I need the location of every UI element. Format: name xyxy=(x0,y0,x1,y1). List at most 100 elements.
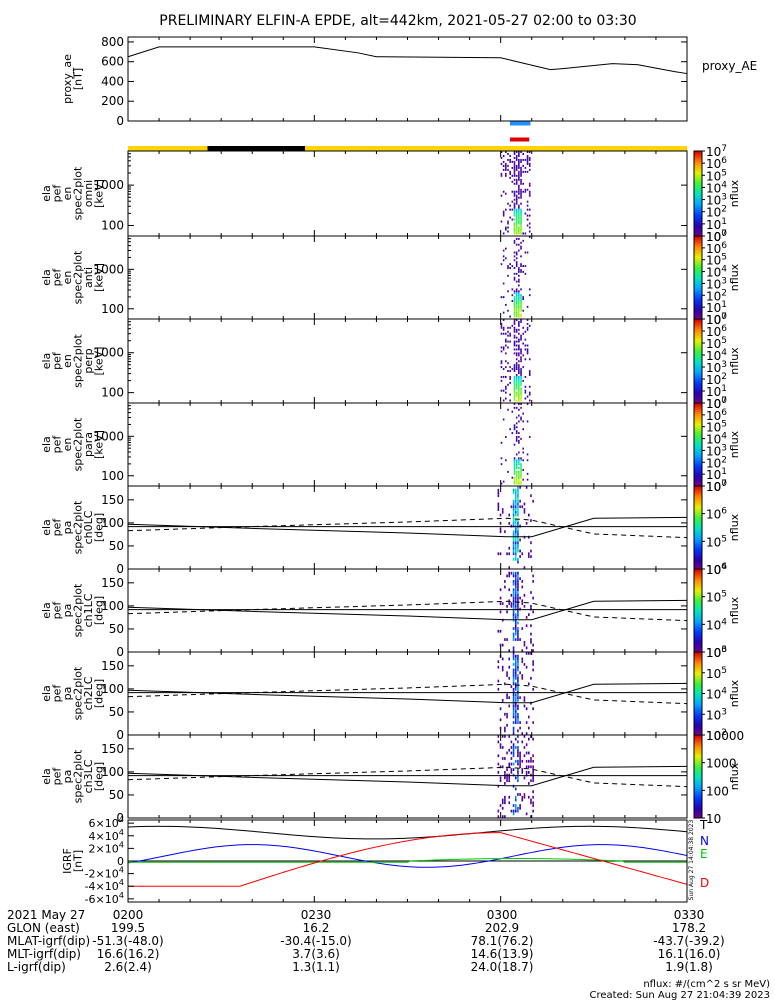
pa-ch3-ylabel-5: [deg] xyxy=(92,762,105,791)
spec-perp-colorbar-cell xyxy=(694,340,702,342)
spec-para-colorbar-cell xyxy=(694,483,702,486)
spec-perp-cell xyxy=(509,393,511,396)
pa-ch1-colorbar-cell xyxy=(694,643,702,646)
spec-para-cell xyxy=(515,406,518,409)
pa-ch3-cell xyxy=(506,751,508,755)
spec-perp-cell xyxy=(502,346,505,349)
spec-anti-cell xyxy=(518,294,520,297)
pa-ch2-cell xyxy=(514,676,517,680)
pa-ch1-cell xyxy=(530,624,532,628)
pa-ch1-cell xyxy=(517,593,519,597)
footer-row-value: 0200 xyxy=(113,908,144,922)
pa-ch3-cell xyxy=(525,812,528,816)
spec-omni-cell xyxy=(515,168,518,171)
spec-perp-cell xyxy=(518,381,520,384)
pa-ch0-ylabel-4: ch0LC xyxy=(82,510,95,544)
proxy-ae-frame xyxy=(127,36,688,122)
spec-omni-colorbar-cell xyxy=(694,172,702,175)
spec-para-cell xyxy=(518,470,520,473)
pa-ch0-cell xyxy=(517,499,519,503)
pa-ch3-colorbar-cell xyxy=(694,751,702,754)
pa-ch0-cell xyxy=(514,552,517,556)
footer-row-value: 178.2 xyxy=(672,921,706,935)
pa-ch3-cell xyxy=(504,815,506,818)
spec-anti-cell xyxy=(502,282,505,285)
spec-perp-cell xyxy=(505,352,507,355)
pa-ch1-cell xyxy=(508,602,511,605)
spec-perp-cell xyxy=(520,395,522,398)
spec-anti-cell xyxy=(518,280,520,283)
spec-anti-colorbar-cell xyxy=(694,271,702,274)
spec-omni-cell xyxy=(520,196,522,199)
footer-row-value: 0330 xyxy=(674,908,705,922)
pa-ch0-cell xyxy=(517,494,519,498)
spec-omni-cell xyxy=(518,214,520,217)
spec-omni-cell xyxy=(520,170,522,173)
pa-ch1-colorbar-cell xyxy=(694,593,702,596)
pa-ch3-colorbar-cell xyxy=(694,746,702,748)
spec-perp-cell xyxy=(513,381,516,384)
spec-perp-cell xyxy=(505,397,507,400)
spec-omni-colorbar-cell xyxy=(694,221,702,224)
spec-omni-colorbar-cell xyxy=(694,166,702,169)
spec-para-colorbar-cell xyxy=(694,472,702,475)
spec-perp-cell xyxy=(526,322,529,325)
pa-ch0-cell xyxy=(514,497,517,500)
pa-ch2-colorbar-cell xyxy=(694,696,702,699)
spec-omni-colorbar-cell xyxy=(694,179,702,182)
spec-para-colorbar-cell xyxy=(694,476,702,479)
spec-para-cell xyxy=(518,420,520,423)
spec-omni-colorbar-cell xyxy=(694,228,702,231)
spec-anti-cell xyxy=(524,265,527,268)
pa-ch2-cell xyxy=(532,668,534,672)
spec-para-cell xyxy=(513,472,516,475)
spec-para-colorbar-cell xyxy=(694,426,702,429)
pa-ch0-colorbar-cell xyxy=(694,516,702,519)
spec-anti-cell xyxy=(518,311,520,314)
spec-para-cell xyxy=(500,441,503,444)
spec-perp-cell xyxy=(522,354,525,357)
pa-ch2-cell xyxy=(532,687,534,691)
spec-anti-cell xyxy=(511,294,514,297)
pa-ch2-cell xyxy=(523,704,526,708)
spec-anti-colorbar-label: 106 xyxy=(706,241,727,256)
pa-ch0-cell xyxy=(517,519,519,522)
pa-ch1-cell xyxy=(497,629,500,633)
pa-ch1-cell xyxy=(501,602,504,605)
spec-omni-cell xyxy=(507,230,509,233)
spec-perp-cell xyxy=(524,330,527,333)
pa-ch0-cell xyxy=(519,538,521,542)
pa-ch3-cell xyxy=(499,776,502,780)
spec-perp-cell xyxy=(518,397,520,400)
spec-perp-cell xyxy=(518,332,520,335)
spec-omni-frame xyxy=(127,150,688,237)
spec-perp-cell xyxy=(505,385,507,388)
pa-ch1-cell xyxy=(499,596,502,600)
pa-ch3-cell xyxy=(514,759,517,763)
spec-para-cell xyxy=(518,463,520,466)
spec-omni-cell xyxy=(505,162,507,165)
spec-omni-colorbar-cell xyxy=(694,162,702,165)
pa-ch0-cell xyxy=(517,527,519,531)
pa-ch0-colorbar-cell xyxy=(694,508,702,511)
spec-perp-cell xyxy=(515,348,518,351)
pa-ch3-cell xyxy=(517,806,519,810)
spec-omni-cell xyxy=(522,170,525,173)
spec-anti-cell xyxy=(515,307,518,310)
spec-omni-cell xyxy=(513,164,516,167)
spec-anti-colorbar-label: 100 xyxy=(706,312,727,327)
pa-ch0-colorbar-cell xyxy=(694,556,702,559)
spec-perp-colorbar-cell xyxy=(694,361,702,363)
pa-ch1-cell xyxy=(512,582,515,586)
spec-omni-cell xyxy=(511,166,514,169)
pa-ch0-cell xyxy=(519,499,521,503)
spec-anti-colorbar-cell xyxy=(694,287,702,290)
pa-ch0-colorbar-cell xyxy=(694,545,702,548)
pa-ch2-colorbar-cell xyxy=(694,661,702,664)
spec-omni-cell xyxy=(518,160,520,163)
pa-ch2-colorbar-cell xyxy=(694,663,702,665)
spec-omni-cell xyxy=(526,160,529,163)
pa-ch2-cell xyxy=(523,699,526,702)
spec-omni-cell xyxy=(515,198,518,201)
spec-omni-cell xyxy=(513,178,516,181)
